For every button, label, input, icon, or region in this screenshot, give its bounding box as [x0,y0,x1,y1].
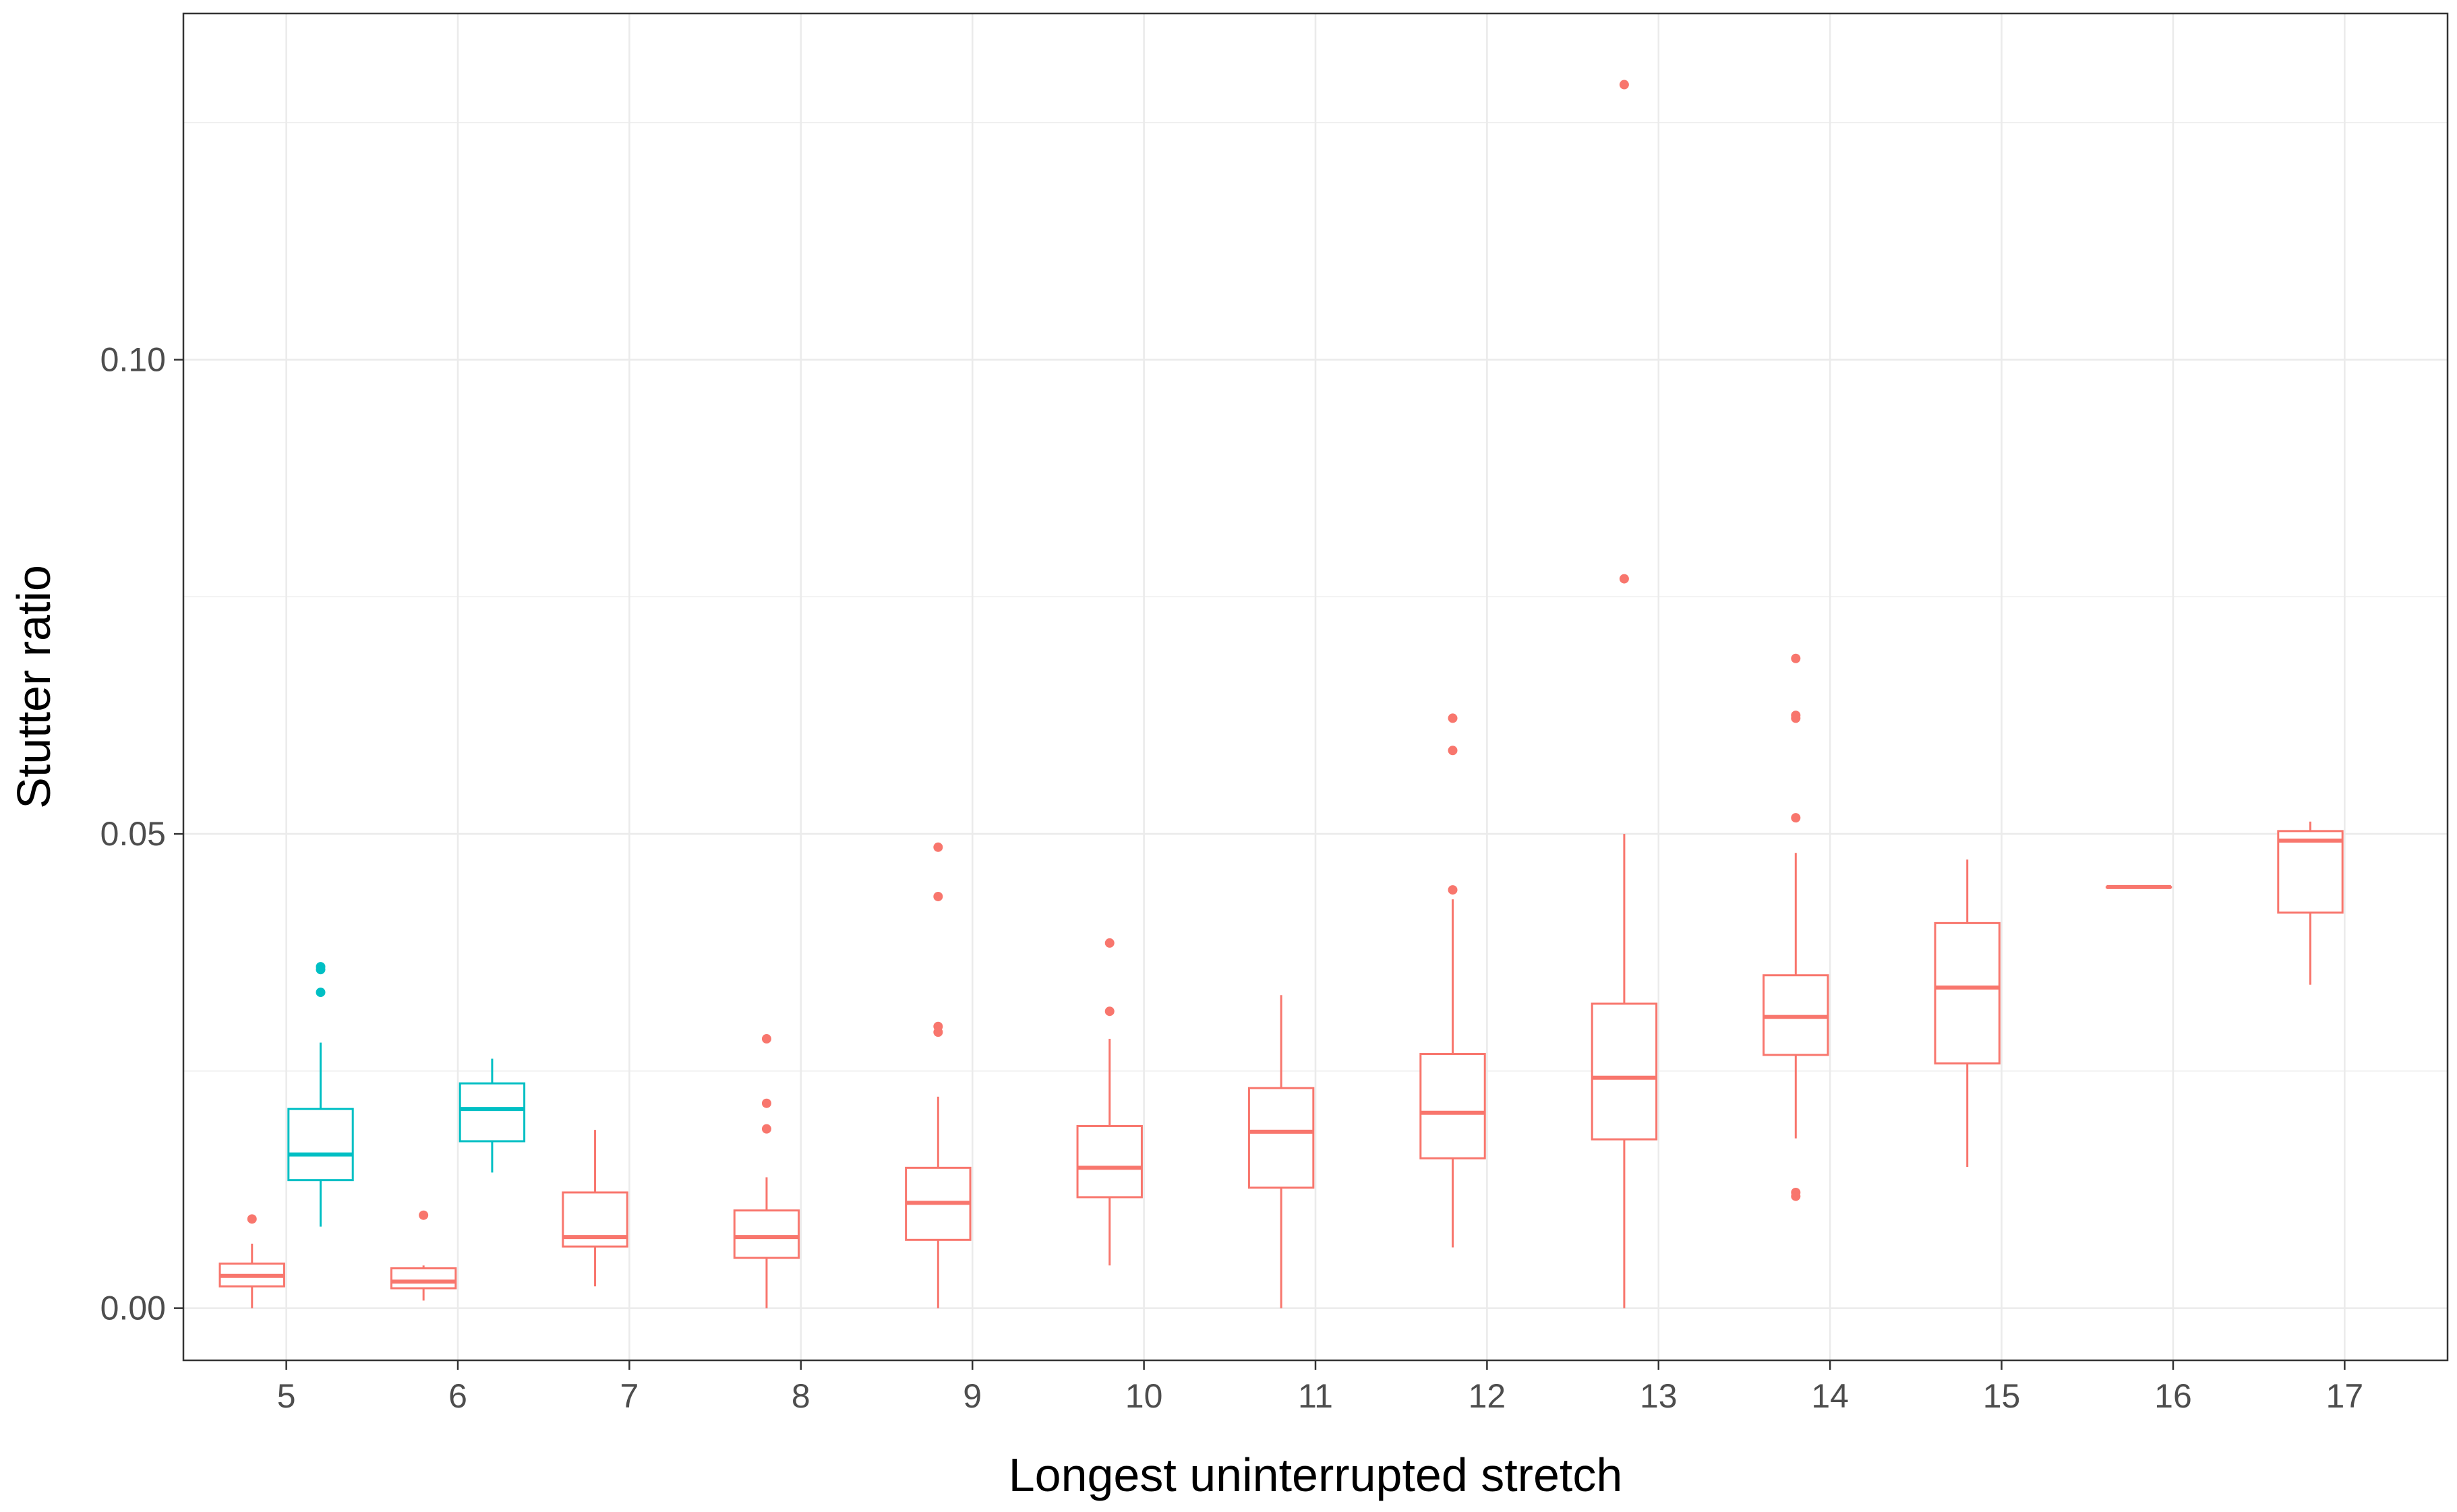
outlier-point [419,1210,429,1220]
boxplot-item [733,1034,800,1308]
outlier-point [933,891,943,901]
box-body [287,1108,354,1182]
box-body [733,1209,800,1259]
boxplot-item [458,1058,526,1173]
outlier-point [1619,574,1629,584]
boxplot-item [905,842,972,1308]
outlier-point [316,988,326,998]
outlier-point [1791,1187,1801,1197]
x-tick-label: 5 [277,1377,296,1415]
box-layer [218,80,2344,1308]
x-tick-label: 12 [1469,1377,1506,1415]
outlier-point [1791,813,1801,823]
x-tick-label: 16 [2154,1377,2192,1415]
x-tick-label: 13 [1640,1377,1678,1415]
x-tick-label: 10 [1125,1377,1163,1415]
x-tick-label: 17 [2326,1377,2364,1415]
box-body [390,1267,457,1290]
outlier-point [761,1034,771,1044]
box-body [1419,1053,1486,1159]
outlier-point [1791,653,1801,663]
outlier-point [933,1021,943,1031]
grid-lines [183,13,2448,1360]
x-tick-label: 9 [963,1377,982,1415]
y-tick-label: 0.00 [100,1290,166,1327]
x-tick-label: 6 [448,1377,467,1415]
boxplot-item [1247,995,1315,1308]
boxplot-item [287,962,354,1227]
outlier-point [1791,710,1801,721]
x-tick-label: 11 [1298,1377,1333,1415]
axis-layer: 0.00 0.05 0.10 5 6 7 8 9 10 11 12 13 14 15 16 17 [100,341,2364,1415]
box-body [1247,1087,1315,1189]
boxplot-item [562,1130,628,1287]
outlier-point [1448,713,1458,723]
boxplot-item [1419,713,1486,1248]
boxplot-item [390,1210,457,1301]
outlier-point [1104,938,1115,948]
boxplot-item [218,1214,285,1308]
boxplot-item [1591,80,1658,1308]
boxplot-item [1076,938,1143,1266]
x-axis-title: Longest uninterrupted stretch [1009,1449,1623,1501]
box-body [1591,1002,1658,1141]
box-body [2277,830,2344,914]
outlier-point [1448,885,1458,895]
box-body [1934,921,2001,1065]
outlier-point [247,1214,257,1224]
boxplot-item [1934,859,2001,1167]
outlier-point [1104,1006,1115,1017]
outlier-point [1619,80,1629,90]
outlier-point [1448,746,1458,756]
outlier-point [316,962,326,972]
y-tick-label: 0.10 [100,341,166,379]
outlier-point [761,1098,771,1108]
y-tick-label: 0.05 [100,815,166,853]
box-body [458,1082,526,1143]
x-tick-label: 15 [1983,1377,2021,1415]
x-tick-label: 7 [620,1377,639,1415]
boxplot-item [2105,884,2172,889]
boxplot-item [2277,821,2344,985]
x-tick-label: 8 [792,1377,810,1415]
box-body [1076,1124,1143,1199]
x-tick-label: 14 [1811,1377,1849,1415]
boxplot-item [1763,653,1829,1201]
y-axis-title: Stutter ratio [7,565,60,809]
outlier-point [761,1124,771,1134]
outlier-point [933,842,943,852]
